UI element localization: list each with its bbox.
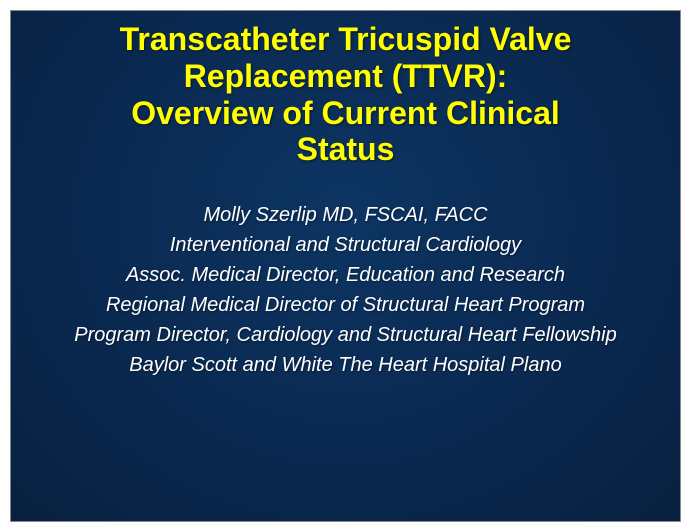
title-line-1: Transcatheter Tricuspid Valve (120, 21, 572, 58)
slide-container: Transcatheter Tricuspid Valve Replacemen… (10, 10, 681, 522)
title-line-3: Overview of Current Clinical (120, 95, 572, 132)
credit-presenter: Molly Szerlip MD, FSCAI, FACC (74, 200, 616, 230)
credit-institution: Baylor Scott and White The Heart Hospita… (74, 350, 616, 380)
title-block: Transcatheter Tricuspid Valve Replacemen… (90, 21, 602, 168)
credit-role-2: Regional Medical Director of Structural … (74, 290, 616, 320)
credit-role-3: Program Director, Cardiology and Structu… (74, 320, 616, 350)
credits-block: Molly Szerlip MD, FSCAI, FACC Interventi… (54, 200, 636, 380)
credit-specialty: Interventional and Structural Cardiology (74, 230, 616, 260)
credit-role-1: Assoc. Medical Director, Education and R… (74, 260, 616, 290)
title-line-4: Status (120, 131, 572, 168)
title-line-2: Replacement (TTVR): (120, 58, 572, 95)
